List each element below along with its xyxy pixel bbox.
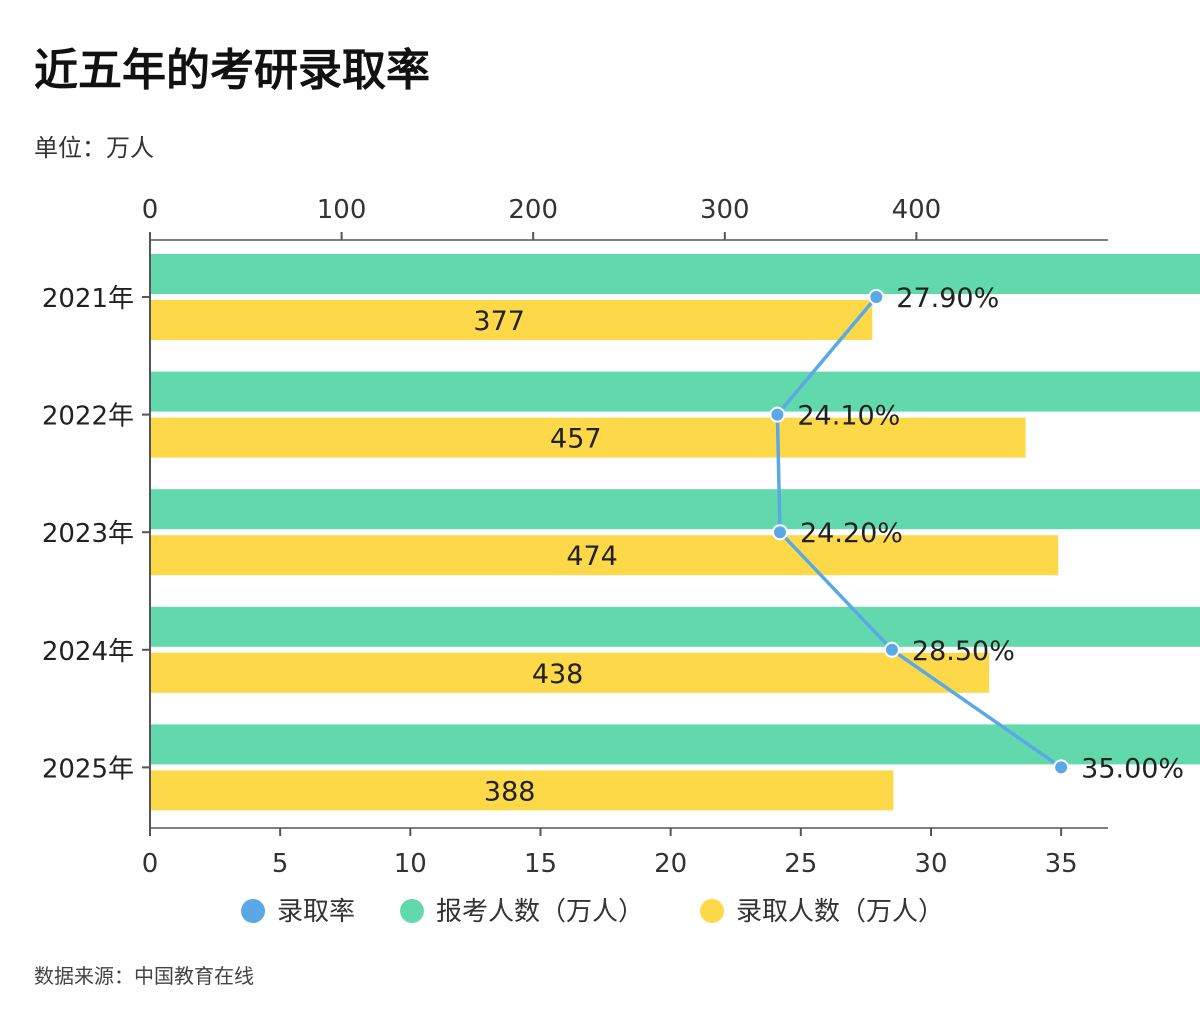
admitted-bar xyxy=(150,535,1059,576)
bottom-axis-tick-label: 10 xyxy=(394,849,427,879)
legend-label: 录取人数（万人） xyxy=(736,897,944,927)
y-axis-label: 2025年 xyxy=(42,754,134,784)
bottom-axis-tick-label: 25 xyxy=(784,849,817,879)
applicants-bar xyxy=(150,371,1200,412)
rate-label: 27.90% xyxy=(896,283,999,314)
applicants-bar xyxy=(150,489,1200,530)
y-axis-label: 2022年 xyxy=(42,402,134,432)
bottom-axis-tick-label: 0 xyxy=(142,849,159,879)
data-source: 数据来源：中国教育在线 xyxy=(34,964,254,988)
admitted-bar-label: 377 xyxy=(473,306,525,337)
top-axis-tick-label: 300 xyxy=(700,195,750,225)
admitted-bar xyxy=(150,770,894,811)
admitted-bar xyxy=(150,652,990,693)
bottom-axis-tick-label: 35 xyxy=(1045,849,1078,879)
rate-label: 24.20% xyxy=(800,518,903,549)
bottom-axis-tick-label: 30 xyxy=(914,849,947,879)
y-axis-label: 2023年 xyxy=(42,519,134,549)
rate-point xyxy=(769,406,786,423)
top-axis-tick-label: 200 xyxy=(508,195,558,225)
unit-label: 单位：万人 xyxy=(34,134,154,162)
chart-title: 近五年的考研录取率 xyxy=(34,45,430,96)
legend-label: 报考人数（万人） xyxy=(436,897,644,927)
bottom-axis-tick-label: 5 xyxy=(272,849,289,879)
bottom-axis-tick-label: 15 xyxy=(524,849,557,879)
rate-point xyxy=(1053,759,1070,776)
admitted-bar xyxy=(150,417,1026,458)
legend-label: 录取率 xyxy=(277,897,355,927)
top-axis-tick-label: 0 xyxy=(142,195,159,225)
applicants-bar xyxy=(150,606,1200,647)
top-axis-tick-label: 400 xyxy=(892,195,942,225)
applicants-bar xyxy=(150,724,1200,765)
rate-label: 24.10% xyxy=(797,401,900,432)
admitted-bar-label: 457 xyxy=(550,424,602,455)
legend-swatch xyxy=(241,899,265,923)
admitted-bar-label: 474 xyxy=(566,541,618,572)
admitted-bar-label: 388 xyxy=(484,776,536,807)
rate-point xyxy=(883,641,900,658)
applicants-bar xyxy=(150,254,1200,294)
legend-swatch xyxy=(700,899,724,923)
bottom-axis-tick-label: 20 xyxy=(654,849,687,879)
rate-label: 35.00% xyxy=(1081,753,1184,784)
legend-swatch xyxy=(400,899,424,923)
y-axis-label: 2021年 xyxy=(42,284,134,314)
admitted-bar-label: 438 xyxy=(532,659,584,690)
admitted-bar xyxy=(150,300,873,340)
rate-point xyxy=(771,524,788,541)
rate-point xyxy=(868,289,885,305)
rate-label: 28.50% xyxy=(912,636,1015,667)
y-axis-label: 2024年 xyxy=(42,637,134,667)
top-axis-tick-label: 100 xyxy=(317,195,367,225)
